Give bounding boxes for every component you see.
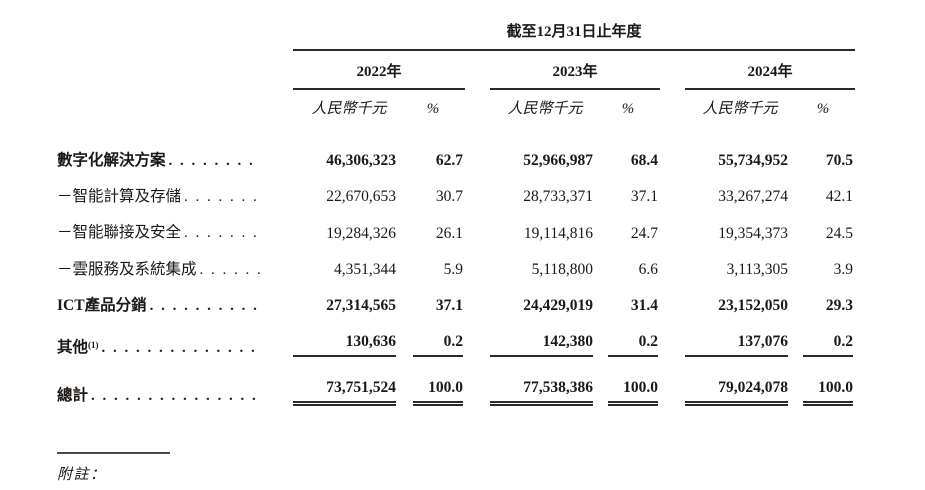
- footnote-section: 附註：: [57, 452, 170, 484]
- amount-2023: 24,429,019: [523, 297, 593, 315]
- row-cloud-services-system-integration: －雲服務及系統集成 4,351,344 5.9 5,118,800 6.6 3,…: [57, 251, 855, 287]
- amount-2024: 19,354,373: [718, 224, 788, 242]
- percent-2022: 100.0: [413, 379, 463, 406]
- dot-leader: [181, 224, 261, 242]
- amount-2024: 33,267,274: [718, 188, 788, 206]
- percent-header-2022: %: [426, 100, 440, 117]
- percent-2023: 31.4: [630, 297, 658, 315]
- percent-2024: 100.0: [803, 379, 854, 406]
- dot-leader: [181, 188, 261, 206]
- percent-2024: 70.5: [825, 152, 854, 170]
- amount-2024: 55,734,952: [718, 152, 788, 170]
- row-label: 數字化解決方案: [57, 151, 166, 169]
- amount-2024: 79,024,078: [685, 379, 788, 406]
- amount-2023: 5,118,800: [531, 260, 593, 278]
- year-header-2022: 2022年: [293, 50, 465, 90]
- dot-leader: [197, 261, 261, 279]
- row-smart-connectivity-security: －智能聯接及安全 19,284,326 26.1 19,114,816 24.7…: [57, 214, 855, 250]
- dot-leader: [166, 152, 261, 170]
- amount-2022: 130,636: [293, 333, 396, 357]
- percent-2024: 29.3: [825, 297, 854, 315]
- percent-2023: 24.7: [630, 224, 658, 242]
- percent-2022: 5.9: [443, 260, 463, 278]
- dot-leader: [147, 297, 261, 315]
- percent-2024: 3.9: [833, 260, 854, 278]
- row-digital-solutions: 數字化解決方案 46,306,323 62.7 52,966,987 68.4 …: [57, 142, 855, 178]
- percent-2022: 26.1: [435, 224, 463, 242]
- percent-2022: 0.2: [413, 333, 463, 357]
- row-ict-product-distribution: ICT產品分銷 27,314,565 37.1 24,429,019 31.4 …: [57, 287, 855, 323]
- row-label: ICT產品分銷: [57, 296, 147, 314]
- amount-2023: 52,966,987: [523, 152, 593, 170]
- amount-2022: 73,751,524: [293, 379, 396, 406]
- percent-2023: 100.0: [608, 379, 658, 406]
- percent-2023: 0.2: [608, 333, 658, 357]
- amount-2023: 19,114,816: [523, 224, 593, 242]
- period-header-row: 截至12月31日止年度: [57, 24, 856, 52]
- row-label: 總計: [57, 387, 89, 405]
- amount-2022: 19,284,326: [326, 224, 396, 242]
- amount-2022: 27,314,565: [326, 297, 396, 315]
- column-gap: [465, 50, 490, 88]
- row-total: 總計 73,751,524 100.0 77,538,386 100.0 79,…: [57, 365, 855, 414]
- percent-header-2024: %: [816, 100, 830, 117]
- percent-2022: 37.1: [435, 297, 463, 315]
- amount-2023: 142,380: [490, 333, 593, 357]
- amount-2022: 4,351,344: [334, 260, 396, 278]
- percent-2024: 0.2: [803, 333, 854, 357]
- unit-header-2023: 人民幣千元: [507, 100, 583, 117]
- percent-2024: 24.5: [825, 224, 854, 242]
- row-smart-computing-storage: －智能計算及存儲 22,670,653 30.7 28,733,371 37.1…: [57, 178, 855, 214]
- column-header-row: 人民幣千元 % 人民幣千元 % 人民幣千元 %: [57, 89, 855, 142]
- amount-2023: 77,538,386: [490, 379, 593, 406]
- row-label: －雲服務及系統集成: [57, 260, 197, 278]
- percent-2024: 42.1: [825, 188, 854, 206]
- percent-2023: 37.1: [630, 188, 658, 206]
- footnote-divider: [57, 452, 170, 454]
- amount-2024: 23,152,050: [718, 297, 788, 315]
- amount-2022: 22,670,653: [326, 188, 396, 206]
- row-others: 其他(1) 130,636 0.2 142,380 0.2 137,076 0.…: [57, 323, 855, 365]
- percent-2022: 62.7: [435, 152, 463, 170]
- column-gap: [660, 50, 685, 88]
- percent-2023: 6.6: [638, 260, 658, 278]
- year-header-2024: 2024年: [685, 50, 856, 90]
- revenue-breakdown-table: 截至12月31日止年度 2022年 2023年 2024年 人民幣千元 % 人民…: [57, 24, 856, 414]
- amount-2024: 3,113,305: [726, 260, 788, 278]
- row-label: 其他(1): [57, 338, 99, 356]
- unit-header-2024: 人民幣千元: [702, 100, 778, 117]
- dot-leader: [99, 339, 261, 357]
- percent-header-2023: %: [621, 100, 635, 117]
- percent-2023: 68.4: [630, 152, 658, 170]
- year-header-2023: 2023年: [490, 50, 660, 90]
- unit-header-2022: 人民幣千元: [311, 100, 387, 117]
- row-label: －智能計算及存儲: [57, 188, 182, 205]
- amount-2022: 46,306,323: [326, 152, 396, 170]
- footnote-label: 附註：: [57, 467, 107, 483]
- dot-leader: [88, 387, 261, 405]
- year-header-row: 2022年 2023年 2024年: [57, 50, 856, 90]
- label-col-spacer: [57, 24, 293, 50]
- row-label: －智能聯接及安全: [57, 224, 182, 242]
- amount-2023: 28,733,371: [523, 188, 593, 206]
- amount-2024: 137,076: [685, 333, 788, 357]
- period-header: 截至12月31日止年度: [293, 24, 856, 52]
- footnote-marker: (1): [88, 339, 99, 350]
- percent-2022: 30.7: [435, 188, 463, 206]
